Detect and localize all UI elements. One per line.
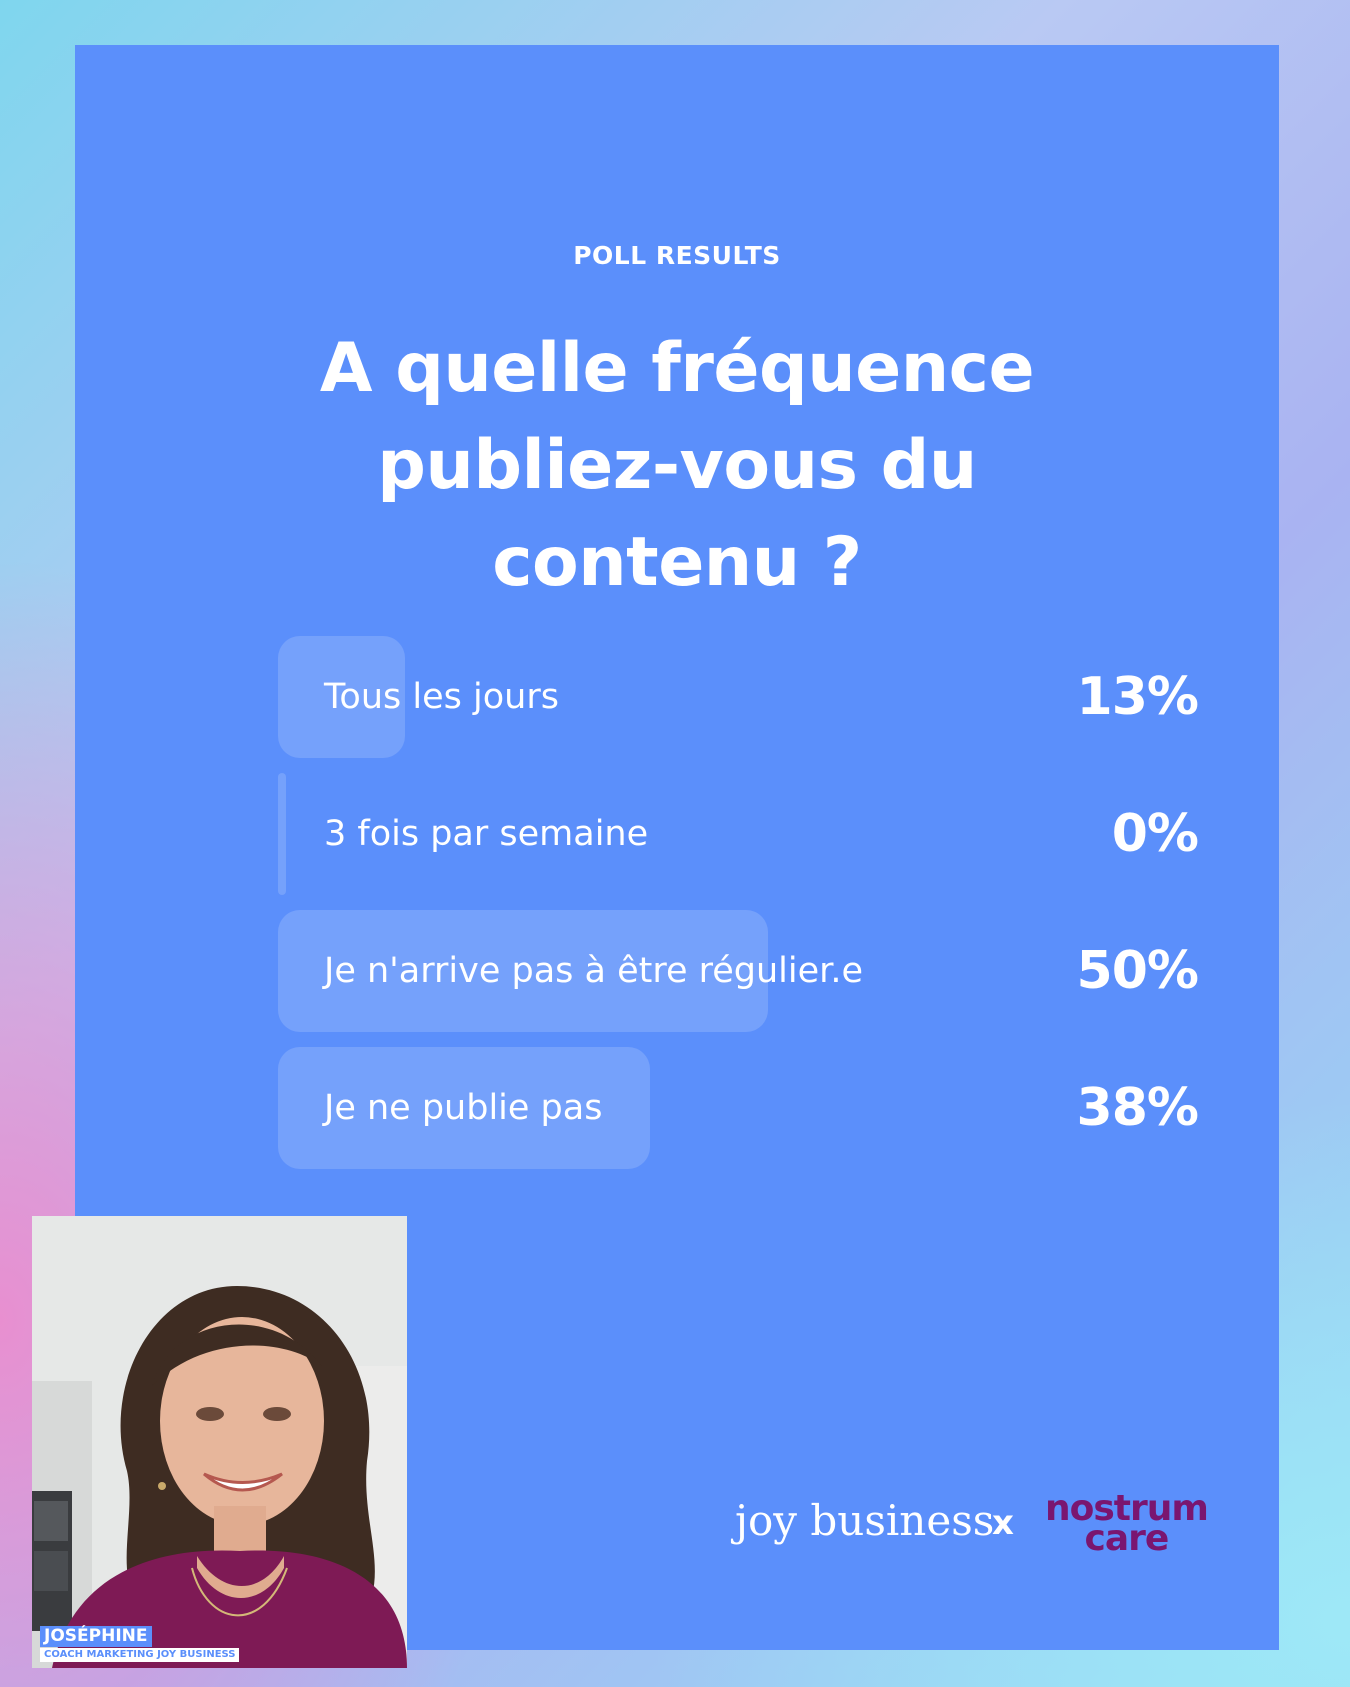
brand-separator: x bbox=[992, 1503, 1014, 1543]
poll-option: 3 fois par semaine 0% bbox=[278, 773, 1199, 895]
option-percent: 38% bbox=[1076, 1078, 1199, 1138]
poll-option: Tous les jours 13% bbox=[278, 636, 1199, 758]
poll-question: A quelle fréquence publiez-vous du conte… bbox=[319, 329, 1035, 602]
option-label: Je ne publie pas bbox=[324, 1088, 603, 1128]
nostrum-care-logo: nostrum care bbox=[1045, 1488, 1209, 1559]
option-result-bar bbox=[278, 1047, 650, 1169]
nostrum-logo-line2: care bbox=[1084, 1518, 1170, 1559]
option-result-bar bbox=[278, 636, 405, 758]
poll-option: Je ne publie pas 38% bbox=[278, 1047, 1199, 1169]
option-label: Je n'arrive pas à être régulier.e bbox=[324, 951, 863, 991]
joy-business-logo: joy business bbox=[735, 1496, 995, 1545]
option-label: 3 fois par semaine bbox=[324, 814, 649, 854]
speaker-nameplate: JOSÉPHINE COACH MARKETING JOY BUSINESS bbox=[40, 1626, 240, 1662]
option-percent: 50% bbox=[1076, 941, 1199, 1001]
speaker-video bbox=[32, 1216, 407, 1668]
option-result-bar bbox=[278, 773, 286, 895]
nostrum-logo-line1: nostrum bbox=[1045, 1488, 1209, 1529]
option-percent: 13% bbox=[1076, 667, 1199, 727]
poll-eyebrow: POLL RESULTS bbox=[573, 241, 781, 270]
webcam-overlay: JOSÉPHINE COACH MARKETING JOY BUSINESS bbox=[32, 1216, 407, 1668]
speaker-name: JOSÉPHINE bbox=[40, 1626, 152, 1647]
speaker-role: COACH MARKETING JOY BUSINESS bbox=[40, 1648, 240, 1662]
option-label: Tous les jours bbox=[324, 677, 559, 717]
option-percent: 0% bbox=[1111, 804, 1199, 864]
option-result-bar bbox=[278, 910, 768, 1032]
poll-option: Je n'arrive pas à être régulier.e 50% bbox=[278, 910, 1199, 1032]
